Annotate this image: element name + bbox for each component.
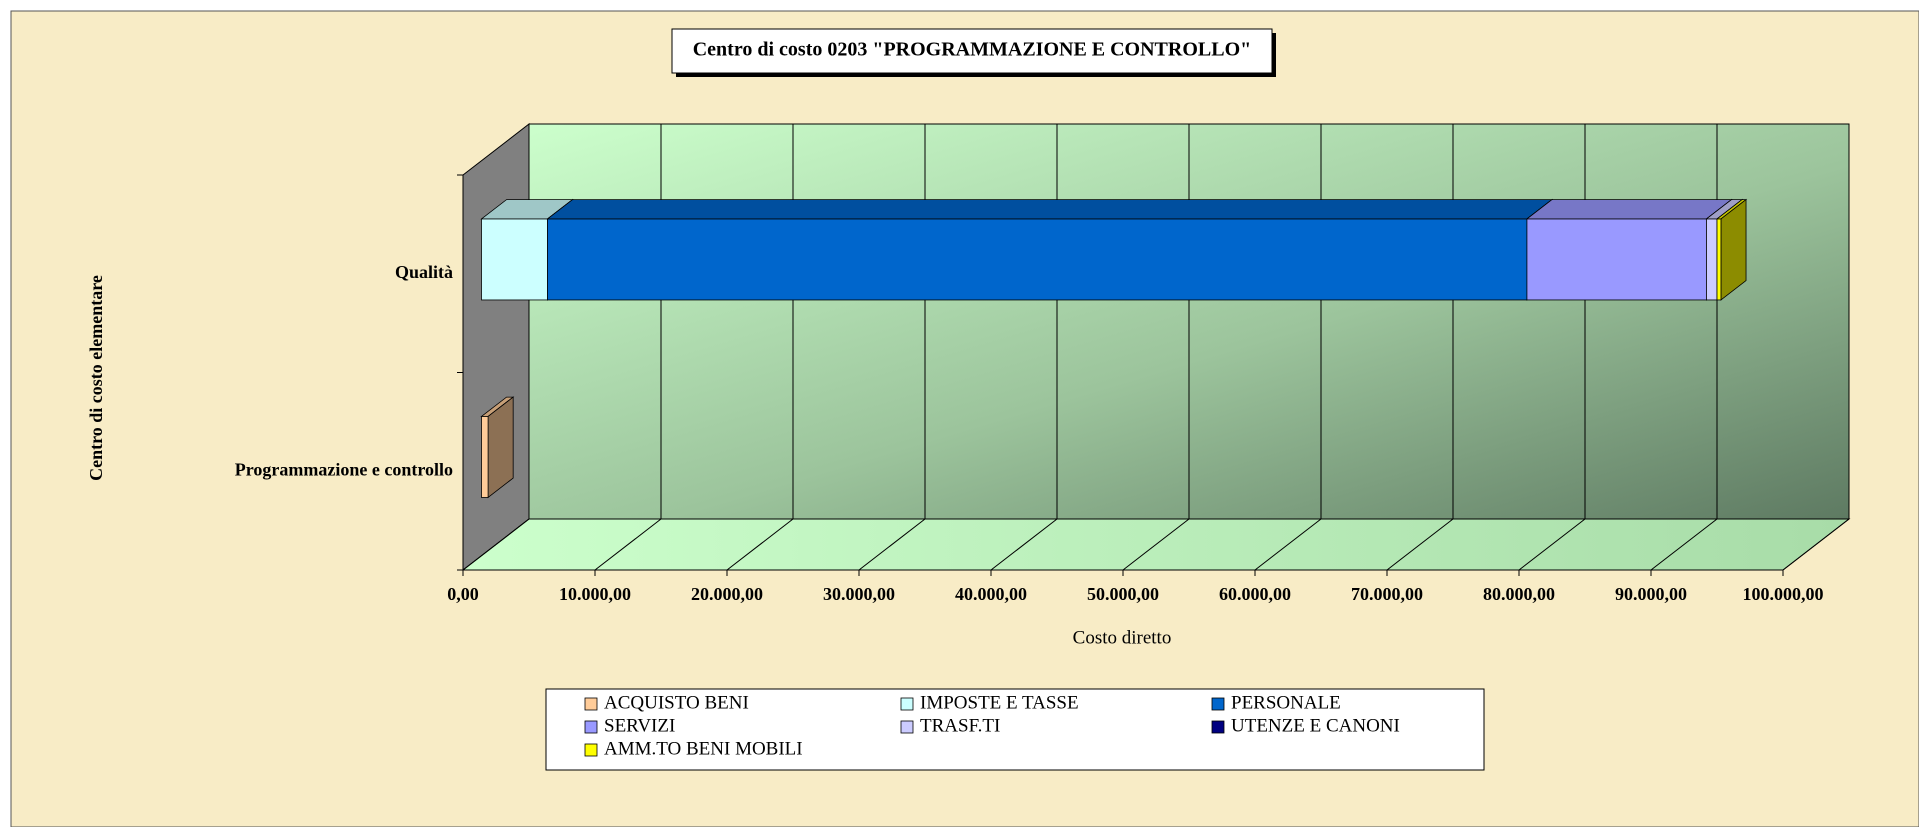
legend-box: [545, 688, 1485, 771]
plot: [457, 124, 1850, 576]
bar-side-shade: [488, 397, 514, 498]
side-wall: [462, 122, 530, 572]
bar: [1706, 218, 1718, 301]
x-tick-label: 70.000,00: [1351, 584, 1423, 604]
legend-label: SERVIZI: [604, 715, 675, 736]
bar-top-shade: [481, 397, 514, 417]
y-tick-label: Programmazione e controllo: [235, 459, 453, 479]
y-axis-title: Centro di costo elementare: [86, 275, 106, 481]
bar-side-shade: [1720, 199, 1747, 300]
floor-grid-line: [858, 518, 926, 571]
bar-top-shade: [547, 199, 1552, 219]
legend-label: ACQUISTO BENI: [604, 692, 749, 713]
title-box: [671, 28, 1273, 74]
legend-swatch: [1211, 697, 1225, 711]
bar-top-shade: [1706, 199, 1743, 219]
x-tick-label: 80.000,00: [1483, 584, 1555, 604]
legend-label: AMM.TO BENI MOBILI: [604, 738, 803, 759]
x-tick-label: 20.000,00: [691, 584, 763, 604]
x-axis-title: Costo diretto: [1073, 627, 1172, 648]
legend-label: TRASF.TI: [920, 715, 1000, 736]
floor-grid-line: [1122, 518, 1190, 571]
x-tick-label: 90.000,00: [1615, 584, 1687, 604]
legend-swatch: [900, 697, 914, 711]
chart-title: Centro di costo 0203 "PROGRAMMAZIONE E C…: [693, 39, 1252, 61]
legend-label: UTENZE E CANONI: [1231, 715, 1400, 736]
floor-grid-line: [726, 518, 794, 571]
bar: [481, 218, 548, 301]
bar-top-shade: [481, 199, 573, 219]
floor-grid-line: [1518, 518, 1586, 571]
x-tick-label: 40.000,00: [955, 584, 1027, 604]
bar-top-shade: [1717, 199, 1747, 219]
bar: [481, 416, 489, 498]
legend-label: PERSONALE: [1231, 692, 1341, 713]
x-tick-label: 100.000,00: [1743, 584, 1824, 604]
legend-swatch: [584, 743, 598, 757]
legend-swatch: [1211, 720, 1225, 734]
bar: [1526, 218, 1707, 301]
x-tick-label: 0,00: [447, 584, 479, 604]
legend-swatch: [584, 720, 598, 734]
legend-swatch: [900, 720, 914, 734]
x-tick-label: 30.000,00: [823, 584, 895, 604]
legend-swatch: [584, 697, 598, 711]
x-tick-label: 60.000,00: [1219, 584, 1291, 604]
y-tick-label: Qualità: [395, 262, 453, 282]
x-tick-label: 50.000,00: [1087, 584, 1159, 604]
bar: [547, 218, 1528, 301]
floor-grid-line: [990, 518, 1058, 571]
floor-grid-line: [1386, 518, 1454, 571]
bar: [1716, 218, 1722, 301]
floor-grid-line: [1650, 518, 1718, 571]
legend-label: IMPOSTE E TASSE: [920, 692, 1079, 713]
x-tick-label: 10.000,00: [559, 584, 631, 604]
floor-grid-line: [594, 518, 662, 571]
floor-grid-line: [1254, 518, 1322, 571]
floor-grid-line: [462, 518, 530, 571]
bar-top-shade: [1526, 199, 1732, 219]
floor-grid-line: [1782, 518, 1850, 571]
